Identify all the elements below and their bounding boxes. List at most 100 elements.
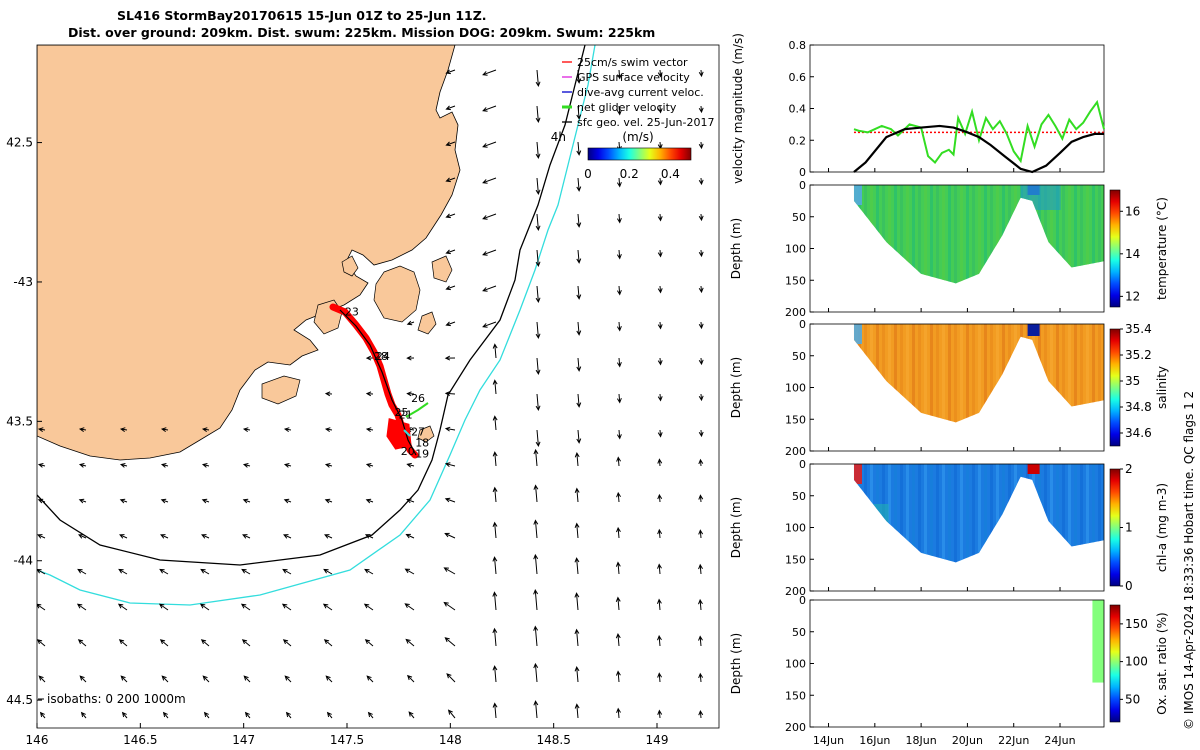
day-label: 27 xyxy=(411,425,425,438)
velocity-arrow xyxy=(242,498,251,504)
velocity-arrow xyxy=(616,456,622,467)
track-highlight xyxy=(403,429,411,437)
temperature-stripe xyxy=(972,185,975,284)
oxygen-colorbar-tick-label: 100 xyxy=(1125,655,1148,669)
velocity-y-tick-label: 0.2 xyxy=(789,134,807,147)
velocity-arrow xyxy=(698,249,704,258)
speed-colorbar xyxy=(587,147,692,161)
velocity-arrow xyxy=(576,249,582,264)
velocity-arrow xyxy=(698,494,704,503)
velocity-arrow xyxy=(283,463,292,468)
velocity-arrow xyxy=(574,487,580,503)
temperature-stripe xyxy=(1044,185,1047,284)
salinity-stripe xyxy=(948,324,951,423)
isobath-200m xyxy=(37,45,586,566)
velocity-arrow xyxy=(492,451,498,467)
velocity-arrow xyxy=(37,427,46,433)
velocity-arrow xyxy=(698,69,704,78)
velocity-arrow xyxy=(162,711,169,719)
velocity-arrow xyxy=(405,638,415,647)
velocity-arrow xyxy=(615,561,621,575)
salinity-y-tick-label: 150 xyxy=(785,413,806,426)
velocity-arrow xyxy=(533,700,539,719)
velocity-arrow xyxy=(324,427,333,433)
velocity-arrow xyxy=(576,357,582,372)
salinity-stripe xyxy=(918,324,921,423)
velocity-arrow xyxy=(39,711,46,719)
velocity-arrow xyxy=(443,601,456,611)
chl-a-stripe xyxy=(888,464,891,563)
temperature-stripe xyxy=(942,185,945,284)
velocity-arrow xyxy=(616,429,622,440)
temperature-ylabel: Depth (m) xyxy=(729,218,743,279)
salinity-stripe xyxy=(888,324,891,423)
velocity-arrow xyxy=(365,355,374,361)
land-forestier xyxy=(373,265,421,323)
salinity-y-tick-label: 0 xyxy=(799,318,806,331)
velocity-arrow xyxy=(535,177,541,196)
velocity-arrow xyxy=(657,249,663,258)
oxygen-colorbar-tick-label: 150 xyxy=(1125,617,1148,631)
velocity-arrow xyxy=(657,177,663,186)
velocity-arrow xyxy=(37,603,46,611)
salinity-stripe xyxy=(1086,324,1089,423)
velocity-arrow xyxy=(406,391,415,397)
date-tick-label: 20Jun xyxy=(952,734,983,747)
velocity-arrow xyxy=(445,249,456,255)
velocity-arrow xyxy=(363,603,374,611)
velocity-arrow xyxy=(282,568,292,575)
chl-a-y-tick-label: 100 xyxy=(785,522,806,535)
velocity-arrow xyxy=(482,69,497,76)
velocity-arrow xyxy=(576,213,582,228)
glider-track-centerline xyxy=(339,309,417,456)
velocity-arrow xyxy=(445,213,456,219)
velocity-arrow xyxy=(244,711,251,719)
velocity-arrow xyxy=(78,534,87,539)
velocity-arrow xyxy=(574,451,580,467)
velocity-arrow xyxy=(698,141,704,150)
velocity-arrow xyxy=(535,213,541,232)
velocity-arrow xyxy=(77,568,87,575)
oxygen-ylabel: Depth (m) xyxy=(729,633,743,694)
temperature-stripe xyxy=(894,185,897,284)
velocity-arrow xyxy=(76,603,87,611)
hour-label: 4h xyxy=(551,130,566,144)
colorbar-title: (m/s) xyxy=(622,130,653,144)
velocity-arrow xyxy=(282,639,292,647)
chl-a-stripe xyxy=(972,464,975,563)
velocity-arrow xyxy=(492,665,498,683)
salinity-stripe xyxy=(984,324,987,423)
salinity-stripe xyxy=(1062,324,1065,423)
salinity-stripe xyxy=(1068,324,1071,423)
velocity-y-tick-label: 0.4 xyxy=(789,103,807,116)
temperature-stripe xyxy=(984,185,987,284)
salinity-panel: 0 50 100 150 200 Depth (m) 34.6 34.8 35 35.2 35.4 s… xyxy=(729,318,1169,458)
velocity-arrow xyxy=(120,675,128,683)
chl-a-stripe xyxy=(906,464,909,563)
velocity-y-tick-label: 0.6 xyxy=(789,71,807,84)
map-x-tick-label: 146 xyxy=(26,733,49,747)
velocity-arrow xyxy=(492,556,498,575)
velocity-arrow xyxy=(325,675,333,683)
salinity-colorbar-tick-label: 35.4 xyxy=(1125,322,1152,336)
temperature-stripe xyxy=(888,185,891,284)
legend-label: GPS surface velocity xyxy=(577,71,690,84)
salinity-stripe xyxy=(882,324,885,423)
velocity-arrow xyxy=(492,415,498,431)
temperature-y-tick-label: 50 xyxy=(792,211,806,224)
temperature-colorbar-tick-label: 12 xyxy=(1125,289,1140,303)
temperature-stripe xyxy=(906,185,909,284)
velocity-arrow xyxy=(698,285,704,294)
temperature-stripe xyxy=(1062,185,1065,284)
velocity-arrow xyxy=(482,285,497,292)
temperature-stripe xyxy=(936,185,939,284)
map-legend: 25cm/s swim vector GPS surface velocity di… xyxy=(551,56,715,181)
velocity-arrow xyxy=(535,69,541,88)
velocity-arrow xyxy=(444,391,456,397)
velocity-arrow xyxy=(533,519,539,539)
velocity-y-tick-label: 0 xyxy=(799,166,806,179)
velocity-arrow xyxy=(482,141,497,148)
